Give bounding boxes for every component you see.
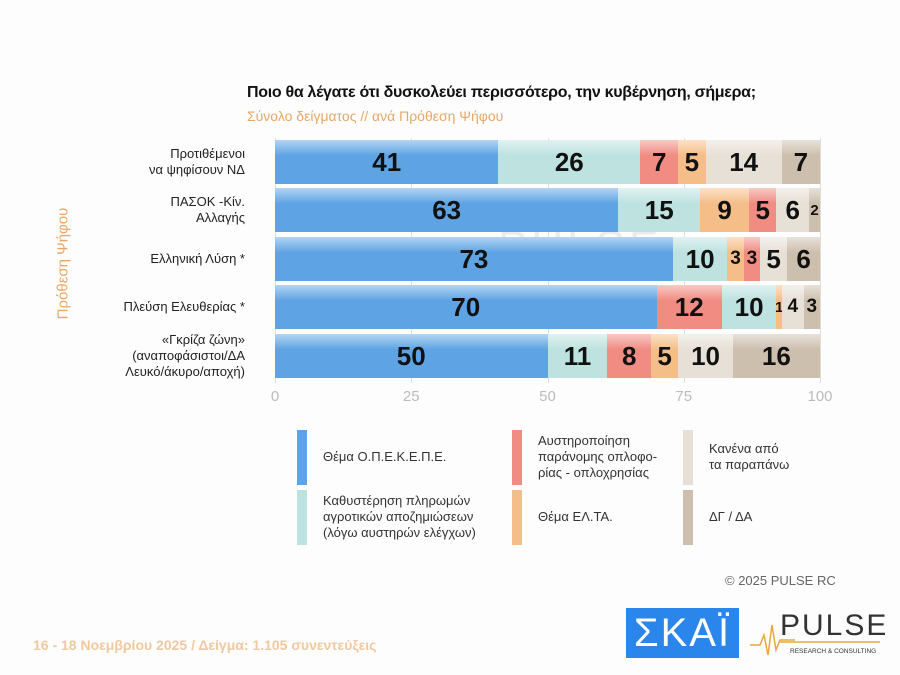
bar-segment: 1 bbox=[775, 285, 783, 329]
legend-label: Θέμα ΕΛ.ΤΑ. bbox=[538, 509, 613, 524]
bar-segment: 73 bbox=[275, 237, 673, 281]
bar-segment: 12 bbox=[656, 285, 722, 329]
category-label: Προτιθέμενοι να ψηφίσουν ΝΔ bbox=[149, 146, 245, 177]
legend-swatch bbox=[297, 490, 307, 545]
bar-segment: 5 bbox=[749, 188, 777, 232]
bar-segment: 50 bbox=[275, 334, 548, 378]
stacked-bar: 73 10 3 3 5 6 bbox=[275, 237, 820, 281]
stacked-bar: 50 11 8 5 10 16 bbox=[275, 334, 820, 378]
bar-segment: 5 bbox=[651, 334, 679, 378]
bar-segment: 9 bbox=[700, 188, 750, 232]
bar-segment: 6 bbox=[787, 237, 820, 281]
legend-swatch bbox=[683, 490, 693, 545]
bar-segment: 70 bbox=[275, 285, 657, 329]
bar-segment: 10 bbox=[672, 237, 728, 281]
bar-segment: 5 bbox=[678, 140, 706, 184]
legend-swatch bbox=[512, 490, 522, 545]
stacked-bar: 41 26 7 5 14 7 bbox=[275, 140, 820, 184]
x-tick-label: 100 bbox=[807, 388, 833, 405]
category-label: «Γκρίζα ζώνη» (αναποφάσιστοι/ΔΑ Λευκό/άκυρ… bbox=[125, 332, 245, 379]
footer-date-sample: 16 - 18 Νοεμβρίου 2025 / Δείγμα: 1.105 σ… bbox=[33, 637, 377, 653]
svg-text:PULSE: PULSE bbox=[780, 609, 885, 642]
bar-segment: 16 bbox=[732, 334, 820, 378]
chart-title: Ποιο θα λέγατε ότι δυσκολεύει περισσότερ… bbox=[247, 84, 756, 101]
bar-segment: 15 bbox=[618, 188, 701, 232]
bar-segment: 26 bbox=[498, 140, 641, 184]
legend-swatch bbox=[512, 430, 522, 485]
legend-label: Αυστηροποίηση παράνομης οπλοφο-ρίας - οπλ… bbox=[538, 433, 658, 480]
bar-segment: 6 bbox=[776, 188, 810, 232]
legend-label: Καθυστέρηση πληρωμών αγροτικών αποζημιώσε… bbox=[323, 493, 476, 540]
skai-logo: ΣΚΑΪ bbox=[626, 608, 739, 658]
stacked-bar: 63 15 9 5 6 2 bbox=[275, 188, 820, 232]
pulse-logo: PULSE RESEARCH & CONSULTING bbox=[750, 609, 885, 656]
bar-segment: 10 bbox=[721, 285, 777, 329]
bar-segment: 3 bbox=[743, 237, 761, 281]
svg-text:RESEARCH & CONSULTING: RESEARCH & CONSULTING bbox=[790, 648, 876, 655]
bar-segment: 10 bbox=[678, 334, 733, 378]
chart-subtitle: Σύνολο δείγματος // ανά Πρόθεση Ψήφου bbox=[247, 108, 504, 124]
bar-segment: 41 bbox=[275, 140, 499, 184]
legend-swatch bbox=[683, 430, 693, 485]
legend-label: ΔΓ / ΔΑ bbox=[709, 509, 753, 524]
y-axis-label: Πρόθεση Ψήφου bbox=[54, 207, 72, 320]
legend-label: Κανένα από τα παραπάνω bbox=[709, 441, 790, 472]
category-label: ΠΑΣΟΚ -Κίν. Αλλαγής bbox=[170, 194, 246, 225]
legend-label: Θέμα Ο.Π.Ε.Κ.Ε.Π.Ε. bbox=[323, 449, 447, 464]
stacked-bar: 70 12 10 1 4 3 bbox=[275, 285, 820, 329]
bar-segment: 4 bbox=[781, 285, 804, 329]
legend-swatch bbox=[297, 430, 307, 485]
gridline bbox=[820, 138, 821, 383]
bar-segment: 2 bbox=[809, 188, 820, 232]
bar-segment: 14 bbox=[705, 140, 782, 184]
copyright: © 2025 PULSE RC bbox=[725, 573, 836, 588]
category-label: Πλεύση Ελευθερίας * bbox=[123, 299, 246, 314]
bar-segment: 3 bbox=[803, 285, 820, 329]
category-label: Ελληνική Λύση * bbox=[150, 251, 245, 266]
x-tick-label: 0 bbox=[270, 388, 280, 405]
bar-segment: 8 bbox=[607, 334, 652, 378]
bar-segment: 7 bbox=[640, 140, 679, 184]
bar-segment: 3 bbox=[727, 237, 744, 281]
bar-segment: 7 bbox=[781, 140, 820, 184]
x-tick-label: 25 bbox=[402, 388, 420, 405]
bar-segment: 11 bbox=[547, 334, 608, 378]
x-tick-label: 75 bbox=[675, 388, 693, 405]
bar-segment: 63 bbox=[275, 188, 619, 232]
bar-segment: 5 bbox=[760, 237, 788, 281]
x-tick-label: 50 bbox=[539, 388, 556, 405]
